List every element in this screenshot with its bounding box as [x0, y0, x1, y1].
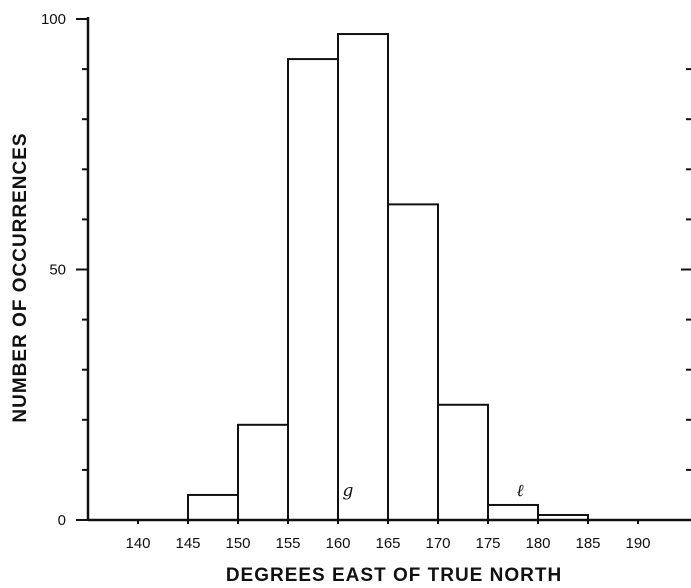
x-tick-label: 175 [475, 535, 500, 552]
histogram-bar [487, 503, 539, 522]
histogram-bar [237, 423, 289, 521]
x-tick-label: 150 [225, 535, 250, 552]
histogram-bar [437, 403, 489, 521]
y-tick-label: 50 [49, 262, 66, 279]
x-tick-label: 180 [525, 535, 550, 552]
x-axis-title: DEGREES EAST OF TRUE NORTH [226, 565, 562, 586]
y-axis-title: NUMBER OF OCCURRENCES [10, 132, 31, 422]
labels-group: 0 50 100 140 145 150 155 160 165 170 175 180 185 190 g… [41, 11, 651, 552]
y-tick-label: 100 [41, 11, 66, 28]
x-tick-label: 155 [275, 535, 300, 552]
x-tick-label: 170 [425, 535, 450, 552]
x-tick-label: 145 [175, 535, 200, 552]
x-tick-label: 140 [125, 535, 150, 552]
x-tick-label: 160 [325, 535, 350, 552]
histogram-bar [337, 33, 389, 521]
histogram-bar [387, 203, 439, 521]
x-tick-label: 165 [375, 535, 400, 552]
bars-group [187, 33, 589, 522]
bar-annotation: g [343, 481, 354, 501]
y-tick-label: 0 [58, 512, 66, 529]
histogram-bar [287, 58, 339, 522]
x-tick-label: 185 [575, 535, 600, 552]
histogram-bar [187, 493, 239, 522]
bar-annotation: ℓ [516, 481, 523, 501]
x-tick-label: 190 [625, 535, 650, 552]
